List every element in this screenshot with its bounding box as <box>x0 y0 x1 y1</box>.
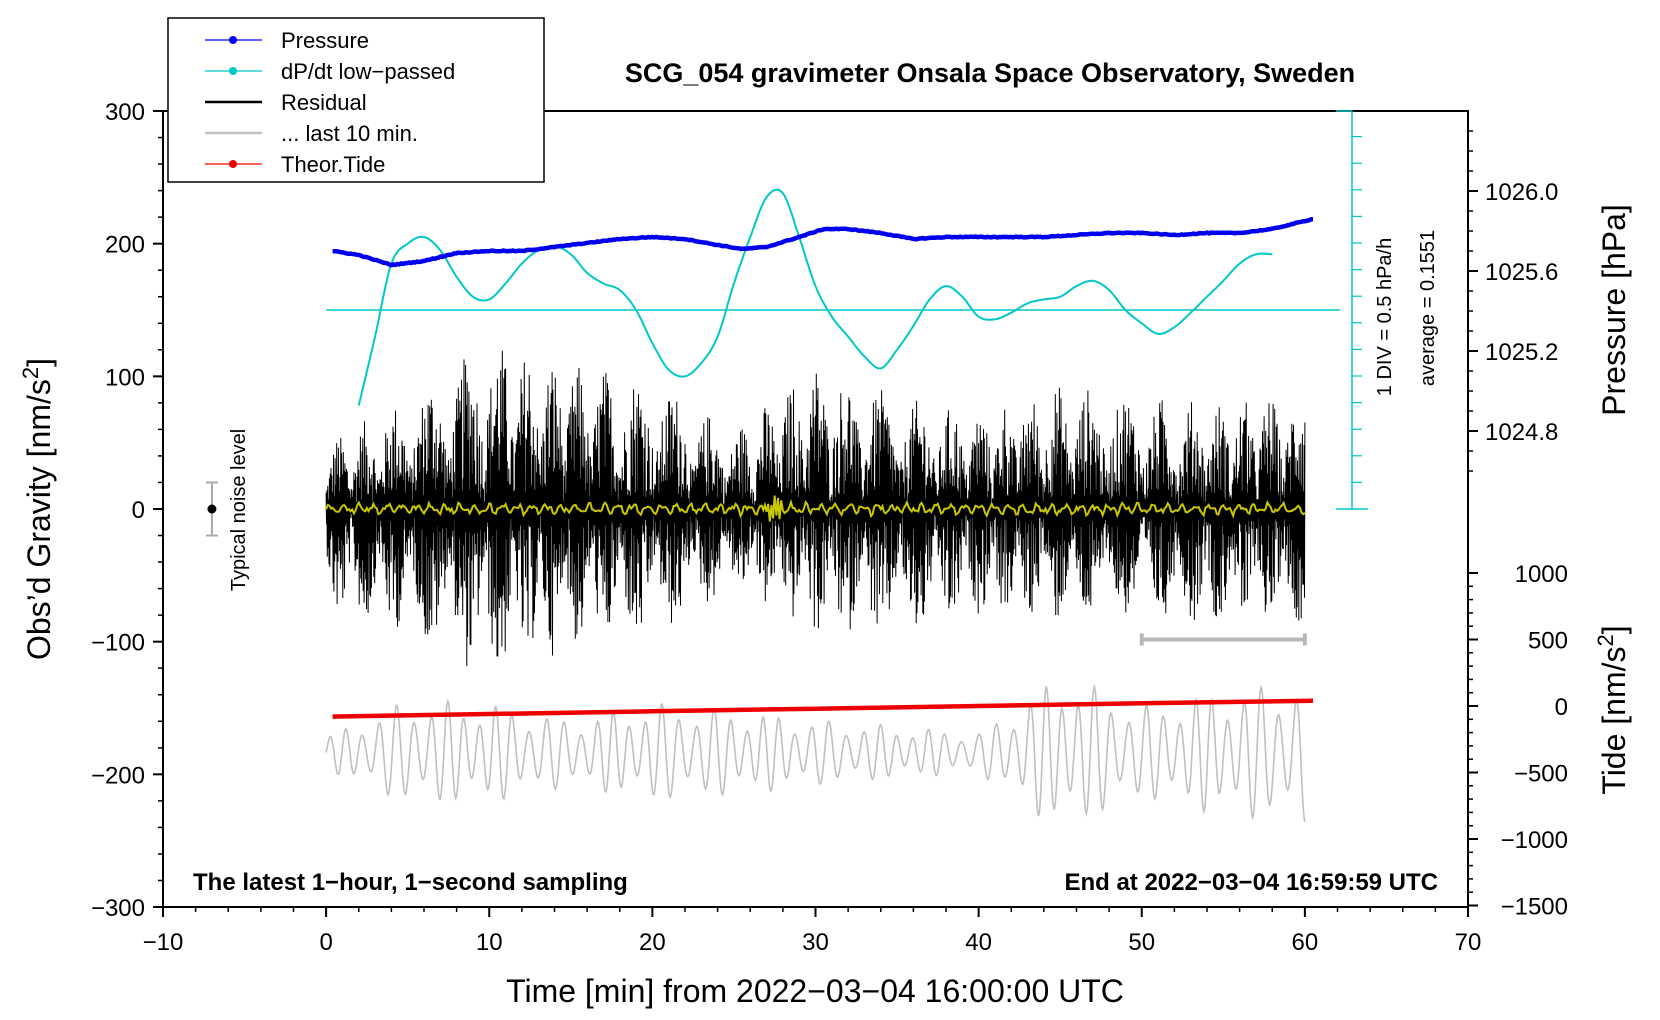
noise-bar-center-dot <box>207 504 217 514</box>
legend-label: Pressure <box>281 28 369 53</box>
y-axis-label-tide: Tide [nm/s2] <box>1593 625 1632 794</box>
x-tick-label: 70 <box>1455 929 1482 956</box>
note-right: End at 2022−03−04 16:59:59 UTC <box>1064 869 1438 896</box>
series-last-10-min-line <box>325 684 1306 822</box>
tide-tick-label: −1500 <box>1501 894 1568 921</box>
y-tick-label: −100 <box>91 630 145 657</box>
legend-marker <box>229 67 237 75</box>
series-layer <box>205 188 1340 822</box>
x-axis-label: Time [min] from 2022−03−04 16:00:00 UTC <box>506 973 1124 1009</box>
y-tick-label: 0 <box>132 497 145 524</box>
legend-box <box>167 17 545 183</box>
series-lowpass-residual-line <box>325 495 1306 522</box>
series-dpdt-line <box>357 188 1273 406</box>
tide-tick-label: −500 <box>1514 761 1568 788</box>
legend-label: Theor.Tide <box>281 152 385 177</box>
x-tick-label: 0 <box>319 929 332 956</box>
legend-label: ... last 10 min. <box>281 121 418 146</box>
chart-title: SCG_054 gravimeter Onsala Space Observat… <box>625 58 1355 88</box>
x-tick-label: 50 <box>1128 929 1155 956</box>
x-tick-label: 30 <box>802 929 829 956</box>
legend-marker <box>229 36 237 44</box>
y-tick-label: 200 <box>105 232 145 259</box>
x-tick-label: 60 <box>1292 929 1319 956</box>
y-tick-label: −200 <box>91 762 145 789</box>
x-tick-label: 10 <box>476 929 503 956</box>
tide-tick-label: −1000 <box>1501 827 1568 854</box>
series-pressure-line <box>332 217 1313 268</box>
axes-layer: −10 0 10 20 30 40 50 60 70−300−200−1000100200300… <box>91 99 1568 956</box>
series-residual-line <box>325 350 1306 667</box>
pressure-tick-label: 1024.8 <box>1485 419 1558 446</box>
y-tick-label: 100 <box>105 364 145 391</box>
note-left: The latest 1−hour, 1−second sampling <box>193 869 628 896</box>
x-tick-label: −10 <box>143 929 184 956</box>
tide-tick-label: 1000 <box>1515 561 1568 588</box>
y-tick-label: 300 <box>105 99 145 126</box>
tide-tick-label: 0 <box>1555 694 1568 721</box>
legend-label: Residual <box>281 90 367 115</box>
y-tick-label: −300 <box>91 895 145 922</box>
series-theor-tide-line <box>332 698 1314 719</box>
legend-marker <box>229 160 237 168</box>
tide-tick-label: 500 <box>1528 628 1568 655</box>
pressure-tick-label: 1025.2 <box>1485 339 1558 366</box>
y-axis-label-gravity: Obs’d Gravity [nm/s2] <box>18 358 57 660</box>
legend: Pressure dP/dt low−passed Residual ... last… <box>167 17 545 183</box>
dpdt-scale-label: 1 DIV = 0.5 hPa/h <box>1374 238 1396 396</box>
pressure-tick-label: 1025.6 <box>1485 259 1558 286</box>
y-axis-label-pressure: Pressure [hPa] <box>1596 204 1632 416</box>
noise-level-label: Typical noise level <box>228 429 250 591</box>
dpdt-average-label: average = 0.1551 <box>1417 230 1439 386</box>
x-tick-label: 20 <box>639 929 666 956</box>
x-tick-label: 40 <box>965 929 992 956</box>
pressure-tick-label: 1026.0 <box>1485 179 1558 206</box>
legend-label: dP/dt low−passed <box>281 59 455 84</box>
